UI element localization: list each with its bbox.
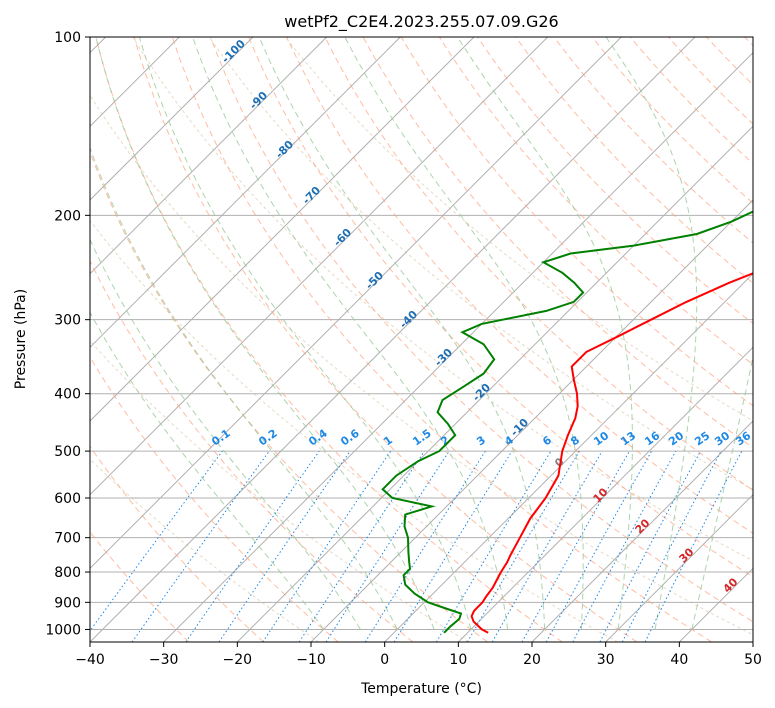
x-tick-label: 20 (523, 652, 541, 668)
y-tick-label: 600 (54, 491, 81, 507)
isentrope-line (90, 94, 753, 636)
isotherm-line (236, 125, 753, 642)
moist-adiabat-line (90, 146, 398, 630)
isotherm-line (90, 37, 622, 570)
isentrope-line (208, 37, 753, 491)
y-tick-label: 800 (54, 565, 81, 581)
isotherm-line (384, 272, 753, 642)
isentrope-line (90, 340, 469, 642)
x-tick-label: 0 (380, 652, 389, 668)
isotherm-line (605, 493, 753, 642)
mixing-ratio-line (545, 450, 653, 642)
y-tick-label: 300 (54, 313, 81, 329)
mixing-ratio-line (491, 450, 603, 642)
plot-area (90, 37, 753, 642)
dry-adiabat-line (324, 37, 753, 491)
isotherm-line (90, 37, 401, 349)
mixing-ratio-line (218, 450, 351, 642)
mixing-ratio-line (90, 450, 223, 632)
x-tick-label: 40 (670, 652, 688, 668)
isotherm-line (90, 37, 254, 201)
x-tick-label: −30 (149, 652, 179, 668)
y-axis: 100 200 300 400 500 600 700 800 900 1000 (45, 30, 90, 638)
dry-adiabat-line (133, 37, 638, 642)
y-axis-label: Pressure (hPa) (13, 289, 29, 389)
moist-adiabat-line (605, 37, 698, 630)
mixing-ratio-line (467, 450, 580, 642)
plot-frame (89, 36, 754, 643)
x-axis-label: Temperature (°C) (360, 681, 482, 697)
moist-adiabat-line (90, 311, 325, 630)
moist-adiabat-line (138, 37, 472, 630)
mixing-ratio-line (572, 450, 677, 642)
grid-layer (90, 37, 753, 642)
y-tick-label: 500 (54, 444, 81, 460)
dry-adiabat-line (591, 37, 753, 204)
mixing-ratio-line (393, 450, 513, 642)
x-tick-label: −10 (296, 652, 326, 668)
x-tick-label: −40 (75, 652, 105, 668)
isotherm-line (163, 51, 753, 642)
moist-adiabat-line (344, 37, 584, 630)
mixing-ratio-line (185, 450, 320, 642)
isotherm-line (457, 346, 753, 642)
y-tick-label: 900 (54, 595, 81, 611)
isotherm-line (90, 37, 696, 642)
x-tick-label: 30 (597, 652, 615, 668)
temperature-line (470, 272, 753, 634)
isotherm-line (531, 420, 753, 642)
mixing-ratio-line (521, 450, 630, 642)
x-tick-label: −20 (223, 652, 253, 668)
x-tick-label: 10 (449, 652, 467, 668)
mixing-ratio-line (325, 450, 450, 642)
isotherm-line (90, 37, 549, 496)
mixing-ratio-line (364, 450, 486, 642)
moist-adiabat-line (192, 37, 509, 630)
chart-title: wetPf2_C2E4.2023.255.07.09.G26 (284, 12, 558, 32)
isotherm-line (90, 37, 475, 422)
y-tick-label: 1000 (45, 622, 81, 638)
x-tick-label: 50 (744, 652, 762, 668)
isentrope-line (90, 458, 320, 642)
isentrope-line (132, 37, 753, 562)
dewpoint-line (381, 210, 753, 634)
y-tick-label: 200 (54, 208, 81, 224)
dry-adiabat-line (210, 37, 753, 623)
isentrope-line (285, 37, 753, 422)
y-tick-label: 100 (54, 30, 81, 46)
dry-adiabat-line (248, 37, 753, 578)
moist-adiabat-line (691, 354, 753, 630)
dry-adiabat-line (400, 37, 753, 407)
profile-layer (381, 210, 753, 634)
y-tick-label: 700 (54, 531, 81, 547)
dry-adiabat-line (90, 259, 414, 642)
dry-adiabat-line (515, 37, 753, 284)
y-tick-label: 400 (54, 387, 81, 403)
dry-adiabat-line (477, 37, 753, 325)
moist-adiabat-line (95, 37, 435, 630)
dry-adiabat-line (629, 37, 753, 165)
dry-adiabat-line (90, 445, 264, 642)
mixing-ratio-line (131, 450, 270, 642)
mixing-ratio-line (435, 450, 552, 642)
moist-adiabat-line (90, 238, 361, 630)
dry-adiabat-line (171, 37, 712, 642)
isotherm-line (90, 37, 328, 275)
x-axis: −40 −30 −20 −10 0 10 20 30 40 50 (75, 642, 762, 668)
